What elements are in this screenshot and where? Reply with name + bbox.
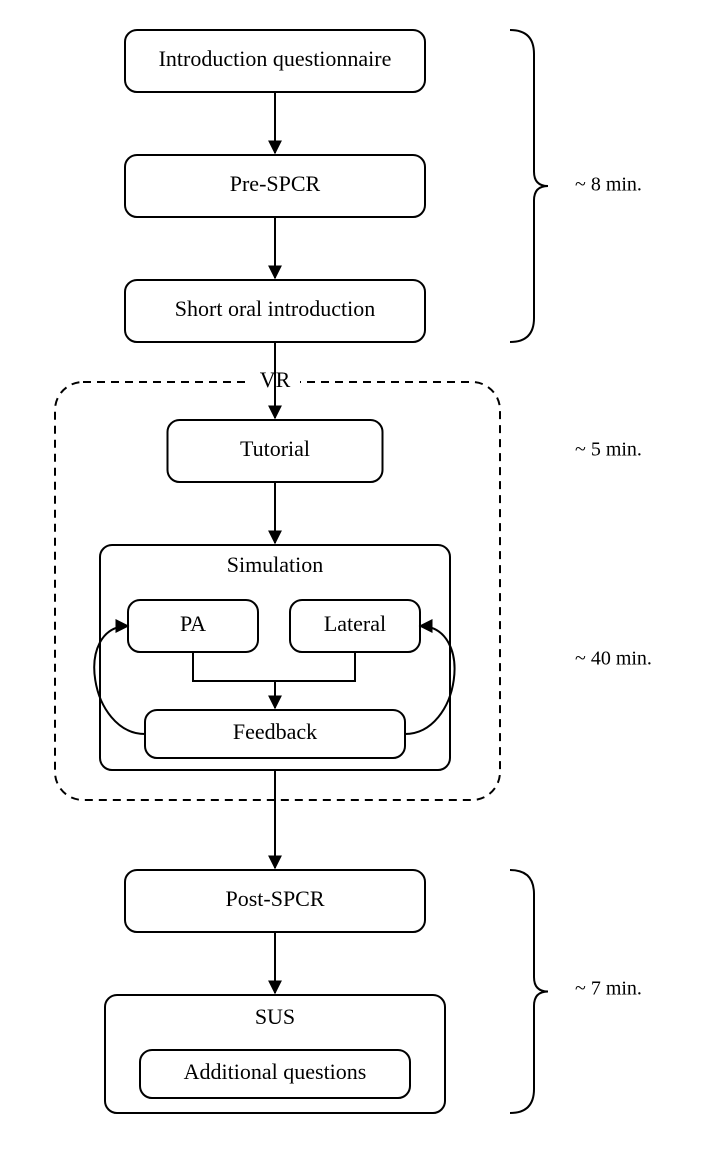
box-oral-intro: Short oral introduction [175,296,375,321]
time-3: ~ 40 min. [575,648,652,670]
time-1: ~ 8 min. [575,174,642,196]
box-lateral: Lateral [324,611,386,636]
box-post-spcr: Post-SPCR [225,886,324,911]
box-additional-questions: Additional questions [184,1059,367,1084]
box-pa: PA [180,611,206,636]
box-intro: Introduction questionnaire [159,46,392,71]
box-tutorial: Tutorial [240,436,310,461]
box-feedback: Feedback [233,719,317,744]
sim-title: Simulation [227,552,324,577]
time-4: ~ 7 min. [575,978,642,1000]
box-sus: SUS [255,1004,295,1029]
box-pre-spcr: Pre-SPCR [230,171,321,196]
time-2: ~ 5 min. [575,439,642,461]
